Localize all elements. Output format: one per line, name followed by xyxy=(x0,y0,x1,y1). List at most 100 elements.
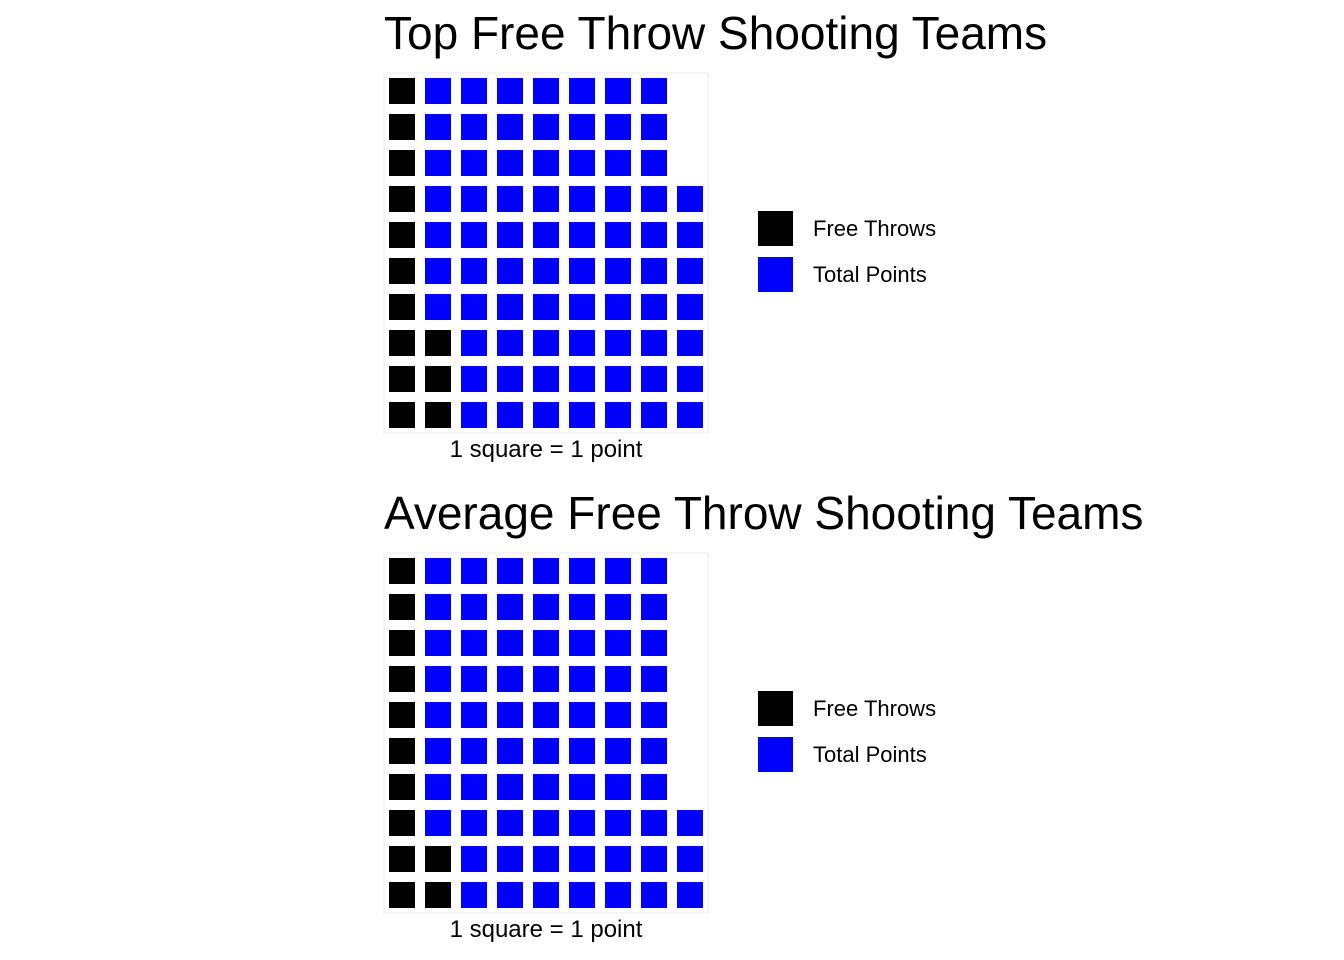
waffle-square-total-points xyxy=(533,810,559,836)
waffle-square-total-points xyxy=(569,666,595,692)
waffle-square-total-points xyxy=(461,810,487,836)
waffle-square-free-throws xyxy=(389,222,415,248)
waffle-square-total-points xyxy=(641,366,667,392)
legend-swatch xyxy=(758,691,793,726)
waffle-square-total-points xyxy=(533,114,559,140)
waffle-square-total-points xyxy=(533,402,559,428)
waffle-square-total-points xyxy=(533,774,559,800)
waffle-square-total-points xyxy=(641,186,667,212)
chart-caption: 1 square = 1 point xyxy=(449,436,643,463)
waffle-square-free-throws xyxy=(389,186,415,212)
waffle-square-free-throws xyxy=(389,294,415,320)
waffle-square-total-points xyxy=(605,294,631,320)
waffle-square-free-throws xyxy=(389,738,415,764)
waffle-square-total-points xyxy=(497,810,523,836)
waffle-square-total-points xyxy=(425,114,451,140)
waffle-square-total-points xyxy=(569,846,595,872)
waffle-square-total-points xyxy=(641,666,667,692)
waffle-square-total-points xyxy=(533,150,559,176)
waffle-square-total-points xyxy=(569,222,595,248)
waffle-square-total-points xyxy=(461,294,487,320)
waffle-square-total-points xyxy=(497,402,523,428)
waffle-square-total-points xyxy=(425,630,451,656)
waffle-square-total-points xyxy=(425,702,451,728)
waffle-square-total-points xyxy=(605,882,631,908)
waffle-square-total-points xyxy=(461,186,487,212)
waffle-grid xyxy=(383,552,709,914)
waffle-square-total-points xyxy=(497,558,523,584)
waffle-square-total-points xyxy=(677,366,703,392)
waffle-square-total-points xyxy=(569,150,595,176)
waffle-square-total-points xyxy=(677,846,703,872)
waffle-square-total-points xyxy=(533,594,559,620)
waffle-square-total-points xyxy=(605,258,631,284)
waffle-square-total-points xyxy=(533,294,559,320)
legend-label: Total Points xyxy=(813,742,927,767)
waffle-square-total-points xyxy=(461,774,487,800)
legend-item-free-throws: Free Throws xyxy=(758,691,936,737)
waffle-square-total-points xyxy=(605,630,631,656)
waffle-square-total-points xyxy=(461,882,487,908)
waffle-square-total-points xyxy=(461,846,487,872)
legend-label: Total Points xyxy=(813,262,927,287)
waffle-square-total-points xyxy=(569,702,595,728)
waffle-square-total-points xyxy=(641,630,667,656)
waffle-square-free-throws xyxy=(389,594,415,620)
legend-swatch xyxy=(758,211,793,246)
waffle-square-total-points xyxy=(569,186,595,212)
waffle-square-free-throws xyxy=(389,810,415,836)
waffle-square-total-points xyxy=(569,78,595,104)
legend-label: Free Throws xyxy=(813,216,937,241)
waffle-square-total-points xyxy=(461,402,487,428)
waffle-square-free-throws xyxy=(389,702,415,728)
waffle-square-total-points xyxy=(677,402,703,428)
waffle-square-total-points xyxy=(605,846,631,872)
waffle-square-free-throws xyxy=(389,114,415,140)
waffle-square-total-points xyxy=(461,666,487,692)
waffle-square-free-throws xyxy=(425,330,451,356)
chart-caption: 1 square = 1 point xyxy=(449,916,643,943)
waffle-square-total-points xyxy=(641,738,667,764)
waffle-square-free-throws xyxy=(389,846,415,872)
waffle-square-total-points xyxy=(533,630,559,656)
waffle-square-total-points xyxy=(497,738,523,764)
waffle-square-total-points xyxy=(497,150,523,176)
waffle-square-total-points xyxy=(425,222,451,248)
waffle-square-total-points xyxy=(569,366,595,392)
waffle-square-total-points xyxy=(461,78,487,104)
waffle-square-total-points xyxy=(569,402,595,428)
waffle-square-total-points xyxy=(641,402,667,428)
waffle-square-free-throws xyxy=(389,774,415,800)
legend-swatch xyxy=(758,257,793,292)
waffle-square-total-points xyxy=(461,258,487,284)
waffle-square-total-points xyxy=(425,558,451,584)
waffle-square-total-points xyxy=(641,114,667,140)
legend-item-total-points: Total Points xyxy=(758,737,936,783)
waffle-square-total-points xyxy=(605,594,631,620)
waffle-square-total-points xyxy=(533,666,559,692)
waffle-square-total-points xyxy=(497,630,523,656)
waffle-square-free-throws xyxy=(389,366,415,392)
waffle-square-total-points xyxy=(677,186,703,212)
waffle-square-total-points xyxy=(425,186,451,212)
waffle-square-total-points xyxy=(497,882,523,908)
waffle-square-total-points xyxy=(461,366,487,392)
waffle-square-total-points xyxy=(497,846,523,872)
waffle-square-total-points xyxy=(605,366,631,392)
waffle-square-total-points xyxy=(497,114,523,140)
waffle-square-total-points xyxy=(425,810,451,836)
legend-item-total-points: Total Points xyxy=(758,257,936,303)
waffle-square-total-points xyxy=(677,294,703,320)
waffle-square-total-points xyxy=(641,846,667,872)
waffle-square-free-throws xyxy=(389,258,415,284)
waffle-square-total-points xyxy=(605,150,631,176)
waffle-square-total-points xyxy=(425,738,451,764)
waffle-square-total-points xyxy=(569,594,595,620)
waffle-square-total-points xyxy=(605,666,631,692)
legend: Free Throws Total Points xyxy=(758,691,936,783)
waffle-grid xyxy=(383,72,709,434)
waffle-square-total-points xyxy=(605,774,631,800)
waffle-square-total-points xyxy=(533,222,559,248)
waffle-square-total-points xyxy=(461,150,487,176)
waffle-square-total-points xyxy=(497,594,523,620)
